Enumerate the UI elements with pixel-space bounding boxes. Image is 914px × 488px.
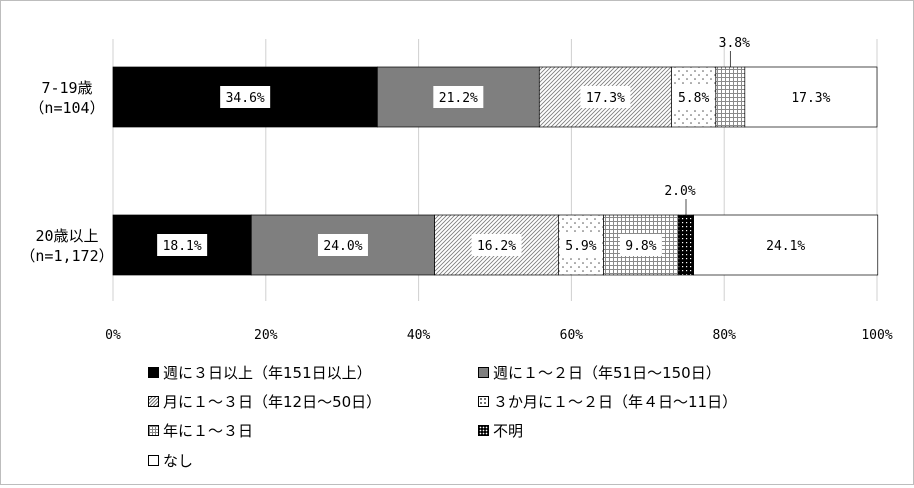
data-label-box <box>433 86 484 108</box>
legend-swatch <box>148 396 159 407</box>
x-tick-label: 80% <box>712 328 736 343</box>
legend-item: 週に１～２日（年51日～150日） <box>478 362 721 383</box>
legend-item: 年に１～３日 <box>148 420 253 441</box>
legend-label: 週に３日以上（年151日以上） <box>163 364 372 382</box>
legend-label: 月に１～３日（年12日～50日） <box>163 393 382 411</box>
bars: 34.6% 21.2% 17.3% 5.8% 17.3% 18.1% 24.0% 16.2% 5… <box>112 66 879 276</box>
data-label-box <box>559 234 602 256</box>
data-label: 18.1% <box>163 239 202 254</box>
data-label: 17.3% <box>586 91 625 106</box>
data-label: 24.1% <box>766 239 805 254</box>
x-tick-label: 60% <box>560 328 584 343</box>
legend-item: 月に１～３日（年12日～50日） <box>148 391 381 412</box>
category-label: 7-19歳 <box>41 79 92 97</box>
x-axis-ticks: 0% 20% 40% 60% 80% 100% <box>105 328 893 343</box>
legend-swatch <box>148 425 159 436</box>
data-label-box <box>157 234 208 256</box>
data-label: 9.8% <box>625 239 656 254</box>
data-label-box <box>580 86 631 108</box>
x-tick-label: 40% <box>407 328 431 343</box>
callouts: 3.8% 2.0% <box>664 36 750 215</box>
data-label-box <box>760 234 811 256</box>
data-label: 21.2% <box>439 91 478 106</box>
category-n-label: （n=104） <box>29 99 104 117</box>
y-axis-categories: 7-19歳 （n=104） 20歳以上 （n=1,172） <box>20 79 113 265</box>
data-label-box <box>619 234 662 256</box>
category-n-label: （n=1,172） <box>20 247 113 265</box>
category-label: 20歳以上 <box>35 227 98 245</box>
data-label-box <box>220 86 271 108</box>
data-label-box <box>785 86 836 108</box>
legend-swatch <box>478 425 489 436</box>
legend-swatch <box>148 367 159 378</box>
data-label: 5.9% <box>565 239 596 254</box>
x-tick-label: 0% <box>105 328 121 343</box>
data-label: 5.8% <box>678 91 709 106</box>
bar-segment <box>678 214 694 276</box>
x-tick-label: 20% <box>254 328 278 343</box>
x-tick-label: 100% <box>861 328 892 343</box>
legend-swatch <box>148 455 159 466</box>
legend-label: 週に１～２日（年51日～150日） <box>493 364 721 382</box>
data-label: 34.6% <box>226 91 265 106</box>
legend-label: なし <box>163 452 194 470</box>
data-label-box <box>471 234 522 256</box>
legend-label: 年に１～３日 <box>163 422 254 440</box>
legend-item: 週に３日以上（年151日以上） <box>148 362 372 383</box>
legend-swatch <box>478 367 489 378</box>
data-label-box <box>672 86 715 108</box>
data-label: 16.2% <box>477 239 516 254</box>
data-label: 2.0% <box>664 184 695 199</box>
data-label: 3.8% <box>719 36 750 51</box>
data-label-box <box>317 234 368 256</box>
data-label: 17.3% <box>791 91 830 106</box>
legend-item: 不明 <box>478 420 523 441</box>
legend-label: ３か月に１～２日（年４日～11日） <box>493 393 738 411</box>
legend-label: 不明 <box>493 422 524 440</box>
legend-swatch <box>478 396 489 407</box>
bar-segment <box>112 66 378 128</box>
bar-segment <box>693 214 879 276</box>
legend-item: ３か月に１～２日（年４日～11日） <box>478 391 737 412</box>
bar-segment <box>715 66 746 128</box>
legend-item: なし <box>148 450 193 471</box>
data-label: 24.0% <box>323 239 362 254</box>
